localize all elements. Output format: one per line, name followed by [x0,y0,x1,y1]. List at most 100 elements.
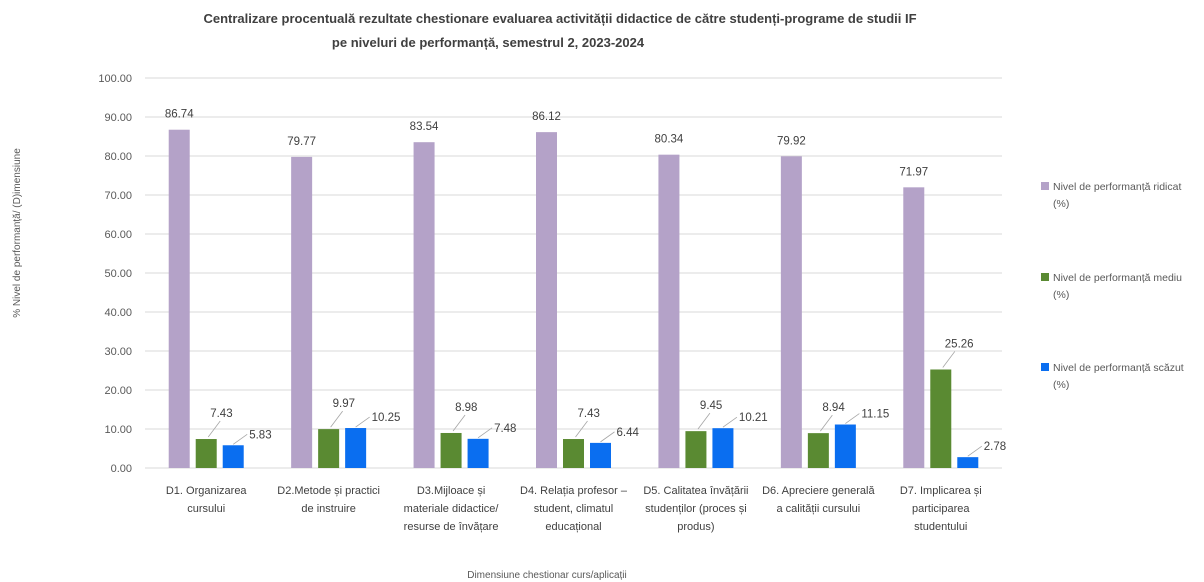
legend: Nivel de performanță ridicat (%) Nivel de … [1041,181,1184,391]
leader-line [232,433,248,445]
bar [467,438,489,468]
category-label: educațional [545,521,601,533]
leader-line [845,413,860,424]
data-label: 11.15 [861,409,889,421]
bar [590,442,611,468]
leader-line [820,414,833,432]
data-label: 7.48 [494,423,516,435]
chart-title-line-1: Centralizare procentuală rezultate chest… [203,11,916,26]
bar [712,428,734,468]
y-tick-label: 0.00 [111,463,132,475]
category-label: D2.Metode și practici [277,485,380,497]
bars [168,129,979,469]
data-label: 9.97 [333,398,355,410]
bar [345,428,367,468]
x-axis-label: Dimensiune chestionar curs/aplicații [467,570,627,581]
bar [807,433,829,468]
data-label: 86.12 [532,111,561,123]
bar [563,439,584,468]
category-label: student, climatul [534,503,613,515]
bar [685,431,707,468]
bar [195,439,217,468]
data-label: 80.34 [655,134,684,146]
legend-label: (%) [1053,289,1069,301]
data-label: 83.54 [410,121,439,133]
data-label: 79.77 [287,136,316,148]
bar [903,187,925,468]
y-tick-label: 60.00 [104,229,132,241]
category-label: materiale didactice/ [404,503,500,515]
y-tick-label: 50.00 [104,268,132,280]
legend-label: Nivel de performanță scăzut [1053,362,1184,374]
y-tick-label: 40.00 [104,307,132,319]
leader-line [330,410,343,428]
leader-line [697,412,711,430]
bar [440,432,462,468]
data-label: 86.74 [165,109,194,121]
bar [168,129,190,469]
leader-line [207,420,221,438]
category-label: D5. Calitatea învățării [643,485,748,497]
leader-line [600,431,615,443]
category-label: de instruire [301,503,355,515]
data-labels: 86.74 79.77 83.54 86.12 80.34 79.92 71.97 7.43 9… [165,109,1006,457]
chart-title: Centralizare procentuală rezultate chest… [203,11,916,50]
leader-line [355,416,370,428]
y-tick-label: 100.00 [98,73,132,85]
leader-line [722,416,738,428]
gridlines [145,77,1002,469]
data-label: 5.83 [249,429,271,441]
category-label: D4. Relația profesor – [520,485,628,497]
category-label: participarea [912,503,970,515]
bar [780,156,802,468]
data-label: 9.45 [700,400,722,412]
data-label: 8.94 [822,402,845,414]
leader-line [942,351,956,368]
category-label: a calității cursului [776,503,860,515]
bar [413,142,435,468]
chart-title-line-2: pe niveluri de performanță, semestrul 2,… [332,35,645,50]
data-label: 2.78 [984,441,1006,453]
leader-line [575,420,588,438]
category-label: cursului [187,503,225,515]
data-label: 7.43 [578,408,600,420]
legend-label: Nivel de performanță mediu [1053,272,1182,284]
data-label: 7.43 [210,408,232,420]
y-tick-label: 20.00 [104,385,132,397]
category-labels: D1. Organizarea cursului D2.Metode și prac… [166,485,982,533]
data-label: 6.44 [617,427,640,439]
legend-label: Nivel de performanță ridicat [1053,181,1181,193]
y-tick-label: 70.00 [104,190,132,202]
y-tick-label: 10.00 [104,424,132,436]
category-label: D1. Organizarea [166,485,248,497]
bar [222,445,244,468]
data-label: 79.92 [777,135,806,147]
data-label: 8.98 [455,402,477,414]
category-label: D3.Mijloace și [417,485,485,497]
legend-swatch [1041,273,1049,281]
category-label: studentului [914,521,967,533]
y-tick-label: 30.00 [104,346,132,358]
leader-line [477,427,493,439]
category-label: D7. Implicarea și [900,485,982,497]
bar [957,457,979,468]
category-label: D6. Apreciere generală [762,485,875,497]
category-label: studenților (proces și [645,503,747,515]
bar [536,132,557,468]
category-label: resurse de învățare [404,521,499,533]
y-axis-label: % Nivel de performanță/ (D)imensiune [12,148,23,318]
bar [318,429,340,468]
bar [834,424,856,468]
legend-swatch [1041,182,1049,190]
category-label: produs) [677,521,714,533]
legend-label: (%) [1053,379,1069,391]
bar [930,369,952,468]
data-label: 71.97 [899,166,928,178]
legend-label: (%) [1053,198,1069,210]
leader-line [452,414,466,432]
legend-swatch [1041,363,1049,371]
data-label: 25.26 [945,338,974,350]
y-tick-label: 80.00 [104,151,132,163]
y-tick-label: 90.00 [104,112,132,124]
